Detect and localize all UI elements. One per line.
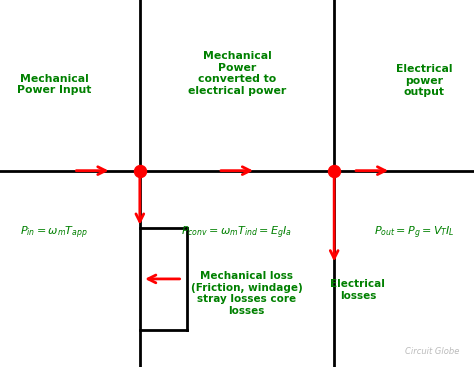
Text: Electrical
losses: Electrical losses [330, 279, 385, 301]
Text: $P_{in} = \omega_m T_{app}$: $P_{in} = \omega_m T_{app}$ [20, 225, 89, 241]
Text: Mechanical
Power Input: Mechanical Power Input [18, 74, 91, 95]
Text: Circuit Globe: Circuit Globe [405, 347, 460, 356]
Text: Electrical
power
output: Electrical power output [396, 64, 453, 97]
Text: $P_{conv} = \omega_m T_{ind} = E_g I_a$: $P_{conv} = \omega_m T_{ind} = E_g I_a$ [182, 225, 292, 241]
Text: Mechanical loss
(Friction, windage)
stray losses core
losses: Mechanical loss (Friction, windage) stra… [191, 271, 302, 316]
Text: $P_{out} = P_g = V_T I_L$: $P_{out} = P_g = V_T I_L$ [374, 225, 455, 241]
Point [330, 168, 338, 174]
Point [136, 168, 144, 174]
Text: Mechanical
Power
converted to
electrical power: Mechanical Power converted to electrical… [188, 51, 286, 96]
